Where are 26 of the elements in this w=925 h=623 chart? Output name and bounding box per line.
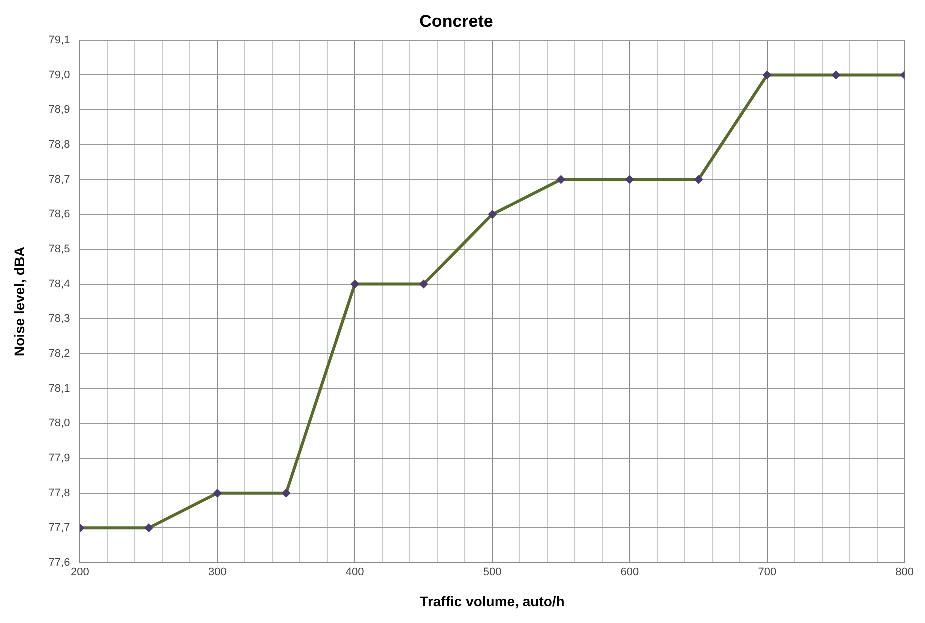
y-tick-label: 79,0 — [48, 69, 70, 82]
y-tick-label: 79,1 — [48, 34, 70, 46]
y-tick-label: 78,9 — [48, 104, 70, 116]
x-tick-label: 800 — [896, 566, 914, 579]
y-tick-label: 78,4 — [48, 278, 70, 290]
y-tick-label: 78,0 — [48, 418, 70, 430]
x-tick-label: 200 — [71, 566, 90, 579]
y-tick-label: 78,8 — [48, 138, 70, 151]
y-tick-label: 78,1 — [48, 382, 70, 395]
y-tick-label: 78,7 — [48, 174, 70, 186]
y-tick-label: 78,6 — [48, 208, 70, 221]
x-tick-label: 500 — [483, 566, 502, 579]
x-tick-label: 700 — [758, 566, 777, 579]
x-tick-label: 600 — [620, 566, 640, 579]
y-tick-label: 77,8 — [48, 487, 70, 500]
y-tick-label: 78,5 — [48, 243, 70, 256]
y-tick-label: 77,7 — [48, 522, 70, 534]
y-tick-label: 77,6 — [48, 557, 70, 570]
y-tick-label: 78,3 — [48, 313, 70, 326]
chart-title: Concrete — [420, 12, 494, 31]
x-axis-title: Traffic volume, auto/h — [420, 593, 565, 610]
y-tick-label: 78,2 — [48, 348, 70, 360]
y-axis-title: Noise level, dBA — [11, 246, 28, 357]
y-tick-label: 77,9 — [48, 452, 70, 465]
x-tick-label: 400 — [346, 566, 364, 579]
x-tick-label: 300 — [208, 566, 227, 579]
